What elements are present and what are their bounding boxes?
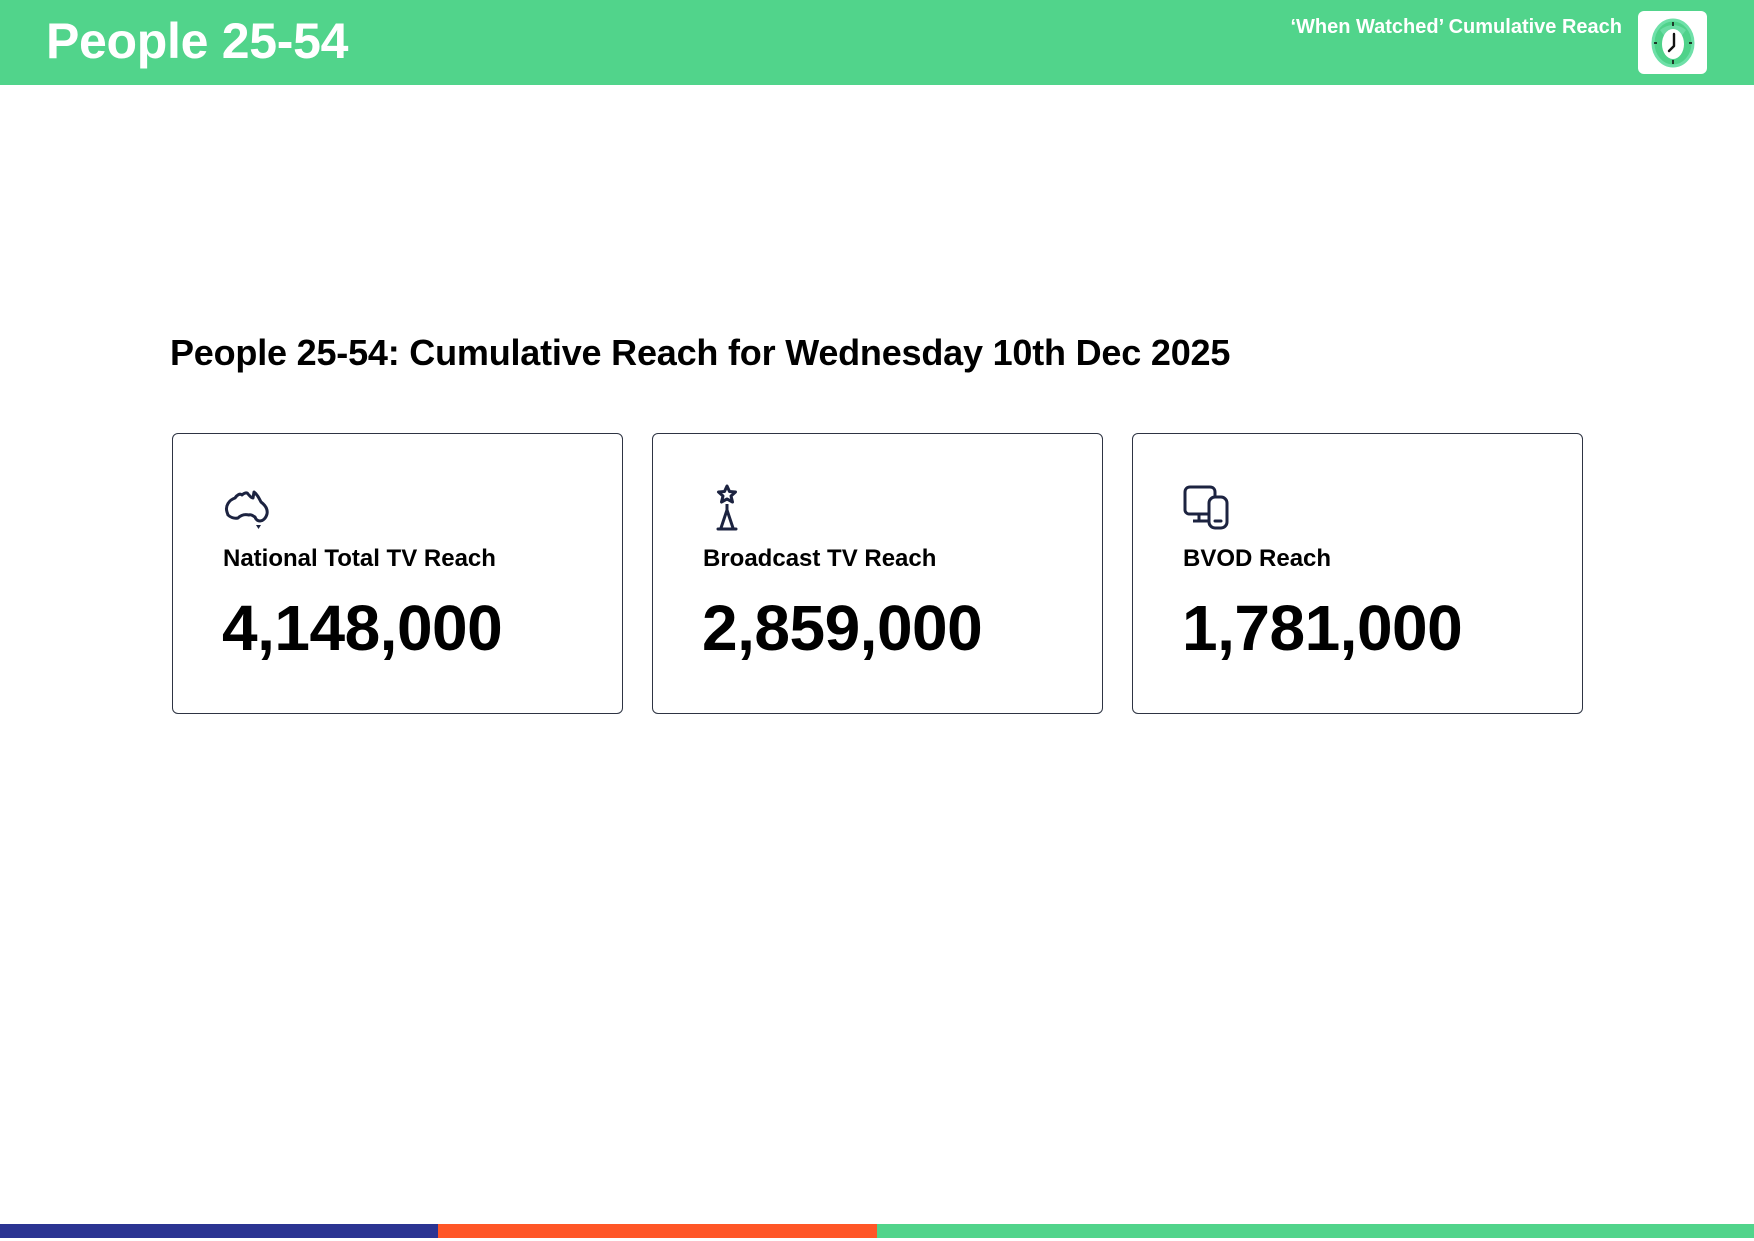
footer-stripe-orange	[438, 1224, 877, 1238]
card-label: National Total TV Reach	[223, 545, 496, 572]
reach-card-bvod: BVOD Reach 1,781,000	[1132, 433, 1583, 714]
header-title: People 25-54	[46, 13, 349, 69]
reach-card-national-total-tv: National Total TV Reach 4,148,000	[172, 433, 623, 714]
footer-stripe-green	[877, 1224, 1754, 1238]
card-value: 2,859,000	[702, 592, 983, 664]
header-subtitle: ‘When Watched’ Cumulative Reach	[1290, 16, 1622, 38]
clock-icon	[1651, 18, 1694, 67]
header-bar: People 25-54 ‘When Watched’ Cumulative R…	[0, 0, 1754, 85]
clock-badge	[1638, 11, 1707, 74]
card-label: Broadcast TV Reach	[703, 545, 937, 572]
devices-icon	[1183, 485, 1229, 530]
card-label: BVOD Reach	[1183, 545, 1332, 572]
footer-color-stripe	[0, 1224, 1754, 1238]
broadcast-tower-icon	[716, 484, 738, 531]
card-value: 4,148,000	[222, 592, 503, 664]
footer-stripe-blue	[0, 1224, 438, 1238]
reach-card-broadcast-tv: Broadcast TV Reach 2,859,000	[652, 433, 1103, 714]
australia-map-icon	[225, 490, 269, 529]
page-title: People 25-54: Cumulative Reach for Wedne…	[170, 332, 1231, 373]
card-value: 1,781,000	[1182, 592, 1463, 664]
